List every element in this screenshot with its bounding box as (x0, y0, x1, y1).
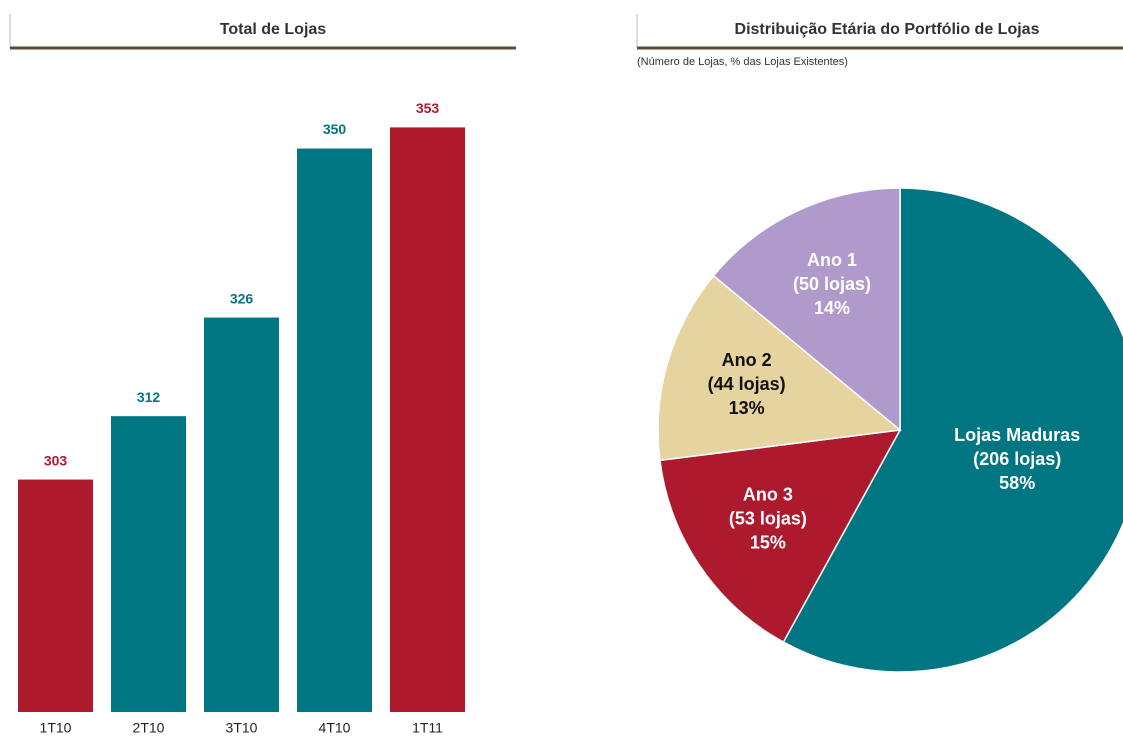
count-label: (44 lojas) (708, 374, 786, 394)
value-label: 353 (416, 100, 440, 116)
slice-label: Ano 2 (722, 350, 772, 370)
pie-slice (712, 187, 901, 432)
bar (297, 148, 372, 713)
count-label: (206 lojas) (973, 449, 1061, 469)
pie-slice (659, 429, 902, 644)
value-label: 15% (750, 533, 786, 553)
x-tick-label: 4T10 (319, 720, 351, 736)
bar (18, 479, 93, 712)
value-label: 326 (230, 290, 254, 306)
bar (111, 416, 186, 712)
value-label: 13% (729, 398, 765, 418)
pie-slice (782, 187, 1123, 673)
x-tick-label: 3T10 (226, 720, 258, 736)
bar (390, 127, 465, 713)
slice-label: Ano 1 (807, 250, 857, 270)
value-label: 350 (323, 121, 347, 137)
value-label: 58% (999, 473, 1035, 493)
chart-title: Total de Lojas (220, 21, 326, 38)
value-label: 14% (814, 298, 850, 318)
chart-subtitle: (Número de Lojas, % das Lojas Existentes… (637, 56, 848, 68)
count-label: (53 lojas) (729, 509, 807, 529)
x-tick-label: 1T10 (40, 720, 72, 736)
x-tick-label: 1T11 (412, 720, 443, 736)
slice-label: Ano 3 (743, 485, 793, 505)
slice-label: Lojas Maduras (954, 425, 1080, 445)
x-tick-label: 2T10 (133, 720, 165, 736)
pie-slice (657, 274, 902, 462)
chart-title: Distribuição Etária do Portfólio de Loja… (735, 21, 1040, 38)
bar (204, 317, 279, 712)
count-label: (50 lojas) (793, 274, 871, 294)
value-label: 312 (137, 389, 161, 405)
value-label: 303 (44, 452, 68, 468)
